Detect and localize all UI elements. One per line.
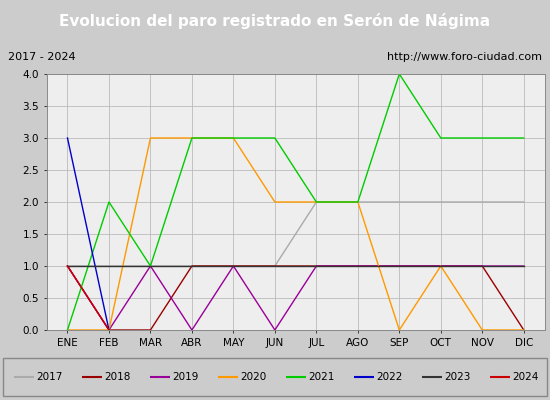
Text: 2022: 2022 xyxy=(377,372,403,382)
Text: 2024: 2024 xyxy=(513,372,539,382)
Text: 2023: 2023 xyxy=(444,372,471,382)
Text: 2017 - 2024: 2017 - 2024 xyxy=(8,52,76,62)
Text: http://www.foro-ciudad.com: http://www.foro-ciudad.com xyxy=(387,52,542,62)
Text: 2020: 2020 xyxy=(240,372,267,382)
Text: Evolucion del paro registrado en Serón de Nágima: Evolucion del paro registrado en Serón d… xyxy=(59,13,491,29)
Text: 2017: 2017 xyxy=(36,372,63,382)
Text: 2018: 2018 xyxy=(104,372,131,382)
Text: 2021: 2021 xyxy=(309,372,335,382)
Text: 2019: 2019 xyxy=(172,372,199,382)
